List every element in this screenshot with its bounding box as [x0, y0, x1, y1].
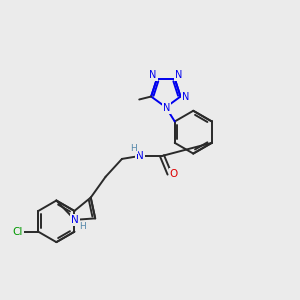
Text: N: N	[182, 92, 190, 101]
Text: N: N	[71, 215, 79, 225]
Text: N: N	[163, 103, 170, 113]
Text: Cl: Cl	[12, 227, 23, 237]
Text: H: H	[130, 144, 136, 153]
Text: O: O	[170, 169, 178, 179]
Text: N: N	[175, 70, 182, 80]
Text: N: N	[136, 151, 144, 160]
Text: N: N	[149, 70, 157, 80]
Text: H: H	[80, 222, 86, 231]
